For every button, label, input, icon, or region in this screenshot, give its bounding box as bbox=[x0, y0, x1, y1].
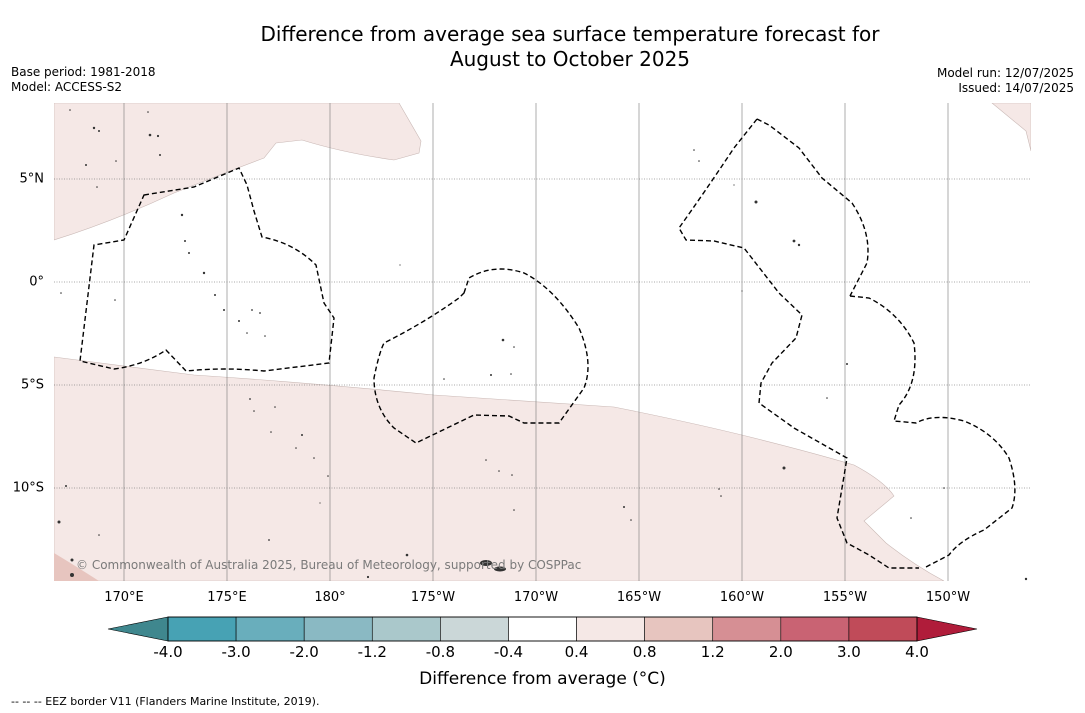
southwest-strong-anomaly bbox=[54, 553, 99, 581]
colorbar-tick-label: -0.8 bbox=[425, 643, 455, 661]
copyright-notice: © Commonwealth of Australia 2025, Bureau… bbox=[76, 558, 582, 572]
eez-border-east-north bbox=[756, 118, 869, 297]
lon-label: 175°W bbox=[410, 590, 456, 605]
eez-footnote: -- -- -- EEZ border V11 (Flanders Marine… bbox=[11, 695, 320, 708]
latitude-gridlines bbox=[54, 178, 1031, 489]
title-line-1: Difference from average sea surface temp… bbox=[260, 22, 880, 46]
eez-border-central bbox=[373, 268, 589, 444]
lon-label: 165°W bbox=[616, 590, 662, 605]
lon-label: 150°W bbox=[925, 590, 971, 605]
lon-label: 170°W bbox=[513, 590, 559, 605]
colorbar-over-arrow bbox=[916, 616, 978, 642]
eez-border-west bbox=[79, 167, 335, 372]
colorbar-segments bbox=[167, 616, 918, 642]
right-metadata: Model run: 12/07/2025 Issued: 14/07/2025 bbox=[937, 66, 1074, 96]
colorbar-segment bbox=[848, 616, 918, 642]
eez-border-east-south bbox=[849, 295, 1016, 569]
issued-date: Issued: 14/07/2025 bbox=[958, 81, 1074, 95]
colorbar-segment bbox=[303, 616, 373, 642]
colorbar-segment bbox=[644, 616, 714, 642]
lat-label: 0° bbox=[29, 274, 44, 290]
colorbar-segment bbox=[576, 616, 645, 642]
left-metadata: Base period: 1981-2018 Model: ACCESS-S2 bbox=[11, 65, 156, 95]
lon-label: 170°E bbox=[104, 590, 144, 605]
colorbar-tick-label: 3.0 bbox=[836, 643, 861, 661]
lon-label: 180° bbox=[314, 590, 346, 605]
title-line-2: August to October 2025 bbox=[449, 47, 691, 71]
colorbar-segment bbox=[508, 616, 577, 642]
lon-label: 160°W bbox=[719, 590, 765, 605]
model-run: Model run: 12/07/2025 bbox=[936, 66, 1074, 80]
colorbar-under-arrow bbox=[107, 616, 169, 642]
colorbar-tick-label: 0.8 bbox=[632, 643, 657, 661]
colorbar-segment bbox=[440, 616, 509, 642]
colorbar-tick-label: -1.2 bbox=[357, 643, 387, 661]
northeast-anomaly-region bbox=[991, 103, 1031, 152]
colorbar-tick-label: 4.0 bbox=[905, 643, 929, 661]
colorbar-tick-label: -4.0 bbox=[153, 643, 183, 661]
colorbar-outline bbox=[167, 616, 918, 642]
colorbar-tick-label: 1.2 bbox=[700, 643, 725, 661]
eez-borders bbox=[79, 118, 1016, 569]
islands bbox=[57, 109, 1028, 581]
colorbar-title: Difference from average (°C) bbox=[419, 669, 666, 689]
lat-label: 10°S bbox=[12, 480, 44, 496]
colorbar-tick-label: -2.0 bbox=[289, 643, 319, 661]
colorbar-segment bbox=[371, 616, 441, 642]
north-anomaly-region bbox=[54, 103, 422, 241]
model-name: Model: ACCESS-S2 bbox=[11, 80, 123, 94]
lat-label: 5°N bbox=[19, 171, 45, 187]
south-anomaly-region bbox=[54, 356, 945, 581]
colorbar-segment bbox=[780, 616, 850, 642]
lat-label: 5°S bbox=[20, 377, 44, 393]
lon-label: 155°W bbox=[822, 590, 868, 605]
colorbar-segment bbox=[167, 616, 237, 642]
colorbar-tick-label: 0.4 bbox=[564, 643, 589, 661]
map-title: Difference from average sea surface temp… bbox=[0, 22, 1085, 72]
colorbar-segment bbox=[235, 616, 305, 642]
colorbar-tick-label: -0.4 bbox=[493, 643, 524, 661]
lon-label: 175°E bbox=[207, 590, 247, 605]
gridlines bbox=[123, 103, 949, 581]
base-period: Base period: 1981-2018 bbox=[11, 65, 156, 79]
colorbar-tick-label: -3.0 bbox=[221, 643, 251, 661]
sst-anomaly-map bbox=[54, 103, 1031, 581]
colorbar bbox=[107, 616, 978, 642]
colorbar-segment bbox=[712, 616, 782, 642]
colorbar-tick-label: 2.0 bbox=[768, 643, 793, 661]
